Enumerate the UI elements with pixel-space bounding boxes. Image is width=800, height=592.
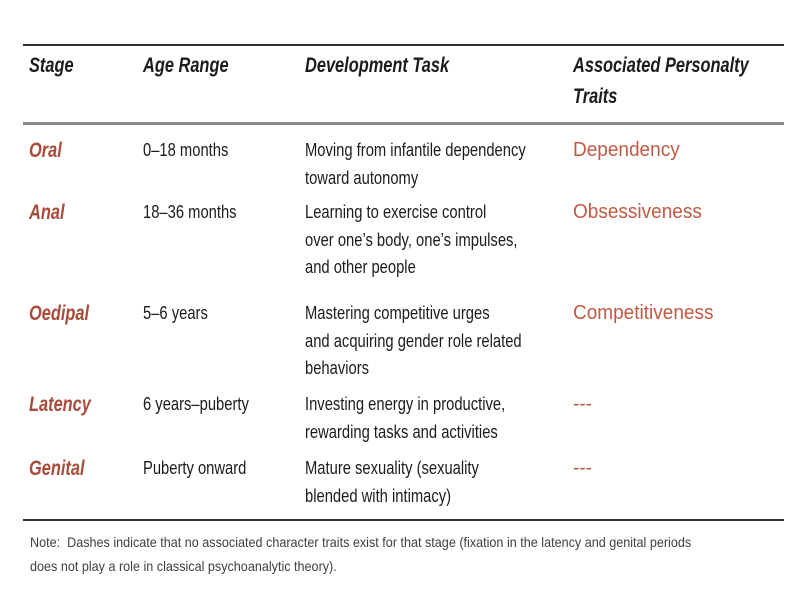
- age-range-cell: Puberty onward: [143, 458, 247, 478]
- age-range-cell: 0–18 months: [143, 140, 229, 160]
- header-associated-traits: Associated Personalty Traits: [573, 54, 749, 108]
- stage-cell: Latency: [29, 393, 91, 416]
- header-age-range: Age Range: [143, 54, 229, 77]
- development-task-cell: Mastering competitive urges and acquirin…: [305, 303, 522, 378]
- stage-cell: Oral: [29, 139, 62, 162]
- table-footnote: Note: Dashes indicate that no associated…: [30, 534, 692, 574]
- development-task-cell: Investing energy in productive, rewardin…: [305, 394, 506, 442]
- top-rule: [23, 44, 784, 46]
- header-divider-rule: [23, 122, 784, 125]
- associated-traits-cell: ---: [573, 457, 592, 479]
- associated-traits-cell: ---: [573, 393, 592, 415]
- associated-traits-cell: Dependency: [573, 139, 680, 161]
- age-range-cell: 5–6 years: [143, 303, 208, 323]
- development-task-cell: Moving from infantile dependency toward …: [305, 140, 526, 188]
- associated-traits-cell: Obsessiveness: [573, 201, 702, 223]
- bottom-rule: [23, 519, 784, 521]
- age-range-cell: 6 years–puberty: [143, 394, 249, 414]
- header-stage: Stage: [29, 54, 74, 77]
- stage-cell: Oedipal: [29, 302, 90, 325]
- age-range-cell: 18–36 months: [143, 202, 237, 222]
- header-development-task: Development Task: [305, 54, 450, 77]
- associated-traits-cell: Competitiveness: [573, 302, 714, 324]
- development-task-cell: Mature sexuality (sexuality blended with…: [305, 458, 479, 506]
- development-task-cell: Learning to exercise control over one’s …: [305, 202, 518, 277]
- stage-cell: Genital: [29, 457, 85, 480]
- stage-cell: Anal: [29, 201, 65, 224]
